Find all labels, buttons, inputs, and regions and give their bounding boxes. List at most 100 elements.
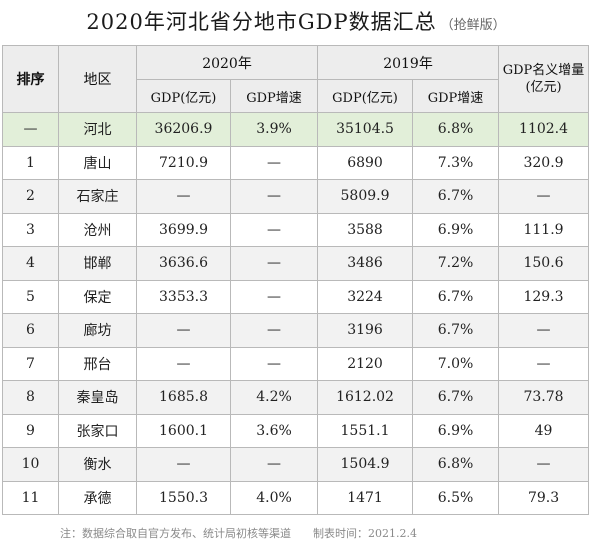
cell-growth2020: — (229, 145, 319, 180)
table-row: 9 张家口 1600.1 3.6% 1551.1 6.9% 49 (2, 413, 590, 448)
table-row: 2 石家庄 — —5809.9 6.7% — (2, 179, 590, 214)
table-row: 4 邯郸 3636.6—3486 7.2% 150.6 (2, 246, 590, 281)
cell-gdp2019: 1471 (317, 480, 414, 515)
cell-growth2020: 4.2% (229, 380, 319, 415)
cell-growth2019: 6.7% (412, 279, 500, 314)
cell-increment: — (498, 447, 590, 482)
header-row-2: GDP(亿元) GDP增速 GDP(亿元) GDP增速 (3, 79, 589, 113)
cell-gdp2019: 2120 (317, 346, 414, 381)
cell-increment: 111.9 (498, 212, 590, 247)
cell-gdp2019: 1504.9 (317, 447, 414, 482)
cell-region: 沧州 (58, 212, 137, 247)
header-year-2019: 2019年 (317, 45, 500, 80)
cell-growth2019: 7.0% (412, 346, 500, 381)
cell-rank: 3 (2, 212, 59, 247)
cell-gdp2019: 3224 (317, 279, 414, 314)
header-year-2020: 2020年 (135, 45, 319, 80)
gdp-table: 排序 地区 2020年 2019年 GDP名义增量(亿元) GDP(亿元) GD… (2, 45, 590, 515)
cell-region: 石家庄 (58, 179, 137, 214)
footer-note: 注：数据综合取自官方发布、统计局初核等渠道 制表时间：2021.2.4 (0, 522, 592, 546)
cell-gdp2020: 3636.6 (136, 246, 231, 281)
cell-growth2019: 6.7% (412, 179, 500, 214)
cell-increment: 129.3 (498, 279, 590, 314)
cell-gdp2019: 6890 (317, 145, 414, 180)
table-row: 3 沧州 3699.9—3588 6.9% 111.9 (2, 212, 590, 247)
cell-increment: 150.6 (498, 246, 590, 281)
cell-growth2020: — (229, 346, 319, 381)
cell-gdp2019: 5809.9 (317, 179, 414, 214)
cell-growth2020: 3.9% (229, 112, 319, 147)
cell-gdp2020: 3699.9 (136, 212, 231, 247)
cell-growth2019: 6.8% (412, 112, 500, 147)
header-row-1: 排序 地区 2020年 2019年 GDP名义增量(亿元) (2, 45, 590, 113)
table-row: 11 承德 1550.3 4.0% 1471 6.5% 79.3 (2, 480, 590, 515)
cell-gdp2020: — (136, 179, 231, 214)
page-title: 2020年河北省分地市GDP数据汇总 （抢鲜版） (0, 0, 592, 44)
cell-growth2019: 6.9% (412, 413, 500, 448)
cell-gdp2019: 3588 (317, 212, 414, 247)
cell-region: 河北 (58, 112, 137, 147)
cell-gdp2020: 7210.9 (136, 145, 231, 180)
cell-growth2020: — (229, 212, 319, 247)
table-row: 1 唐山 7210.9—6890 7.3% 320.9 (2, 145, 590, 180)
cell-region: 衡水 (58, 447, 137, 482)
cell-region: 秦皇岛 (58, 380, 137, 415)
cell-gdp2019: 3486 (317, 246, 414, 281)
header-region: 地区 (58, 45, 137, 113)
table-row: 7 邢台 — —2120 7.0% — (2, 346, 590, 381)
footer-source: 注：数据综合取自官方发布、统计局初核等渠道 (60, 527, 291, 540)
cell-increment: 320.9 (498, 145, 590, 180)
cell-rank: 2 (2, 179, 59, 214)
cell-increment: 73.78 (498, 380, 590, 415)
title-sub: （抢鲜版） (440, 18, 506, 33)
cell-growth2020: — (229, 313, 319, 348)
cell-gdp2020: 36206.9 (136, 112, 231, 147)
cell-growth2019: 6.9% (412, 212, 500, 247)
table-row: 5 保定 3353.3—3224 6.7% 129.3 (2, 279, 590, 314)
cell-increment: — (498, 313, 590, 348)
header-growth-2020: GDP增速 (229, 79, 319, 113)
cell-growth2020: — (229, 279, 319, 314)
cell-gdp2020: 1550.3 (136, 480, 231, 515)
cell-growth2020: — (229, 246, 319, 281)
header-nominal-increment: GDP名义增量(亿元) (498, 45, 590, 113)
cell-growth2019: 7.2% (412, 246, 500, 281)
cell-rank: 10 (2, 447, 59, 482)
cell-gdp2020: — (136, 346, 231, 381)
cell-region: 邢台 (58, 346, 137, 381)
cell-growth2020: 4.0% (229, 480, 319, 515)
cell-rank: 9 (2, 413, 59, 448)
cell-gdp2020: 1600.1 (136, 413, 231, 448)
cell-growth2019: 6.7% (412, 380, 500, 415)
cell-growth2019: 6.7% (412, 313, 500, 348)
cell-growth2020: — (229, 447, 319, 482)
header-growth-2019: GDP增速 (412, 79, 500, 113)
cell-growth2019: 6.8% (412, 447, 500, 482)
cell-gdp2019: 1551.1 (317, 413, 414, 448)
cell-increment: 49 (498, 413, 590, 448)
cell-increment: — (498, 346, 590, 381)
cell-region: 邯郸 (58, 246, 137, 281)
cell-increment: 79.3 (498, 480, 590, 515)
cell-growth2020: 3.6% (229, 413, 319, 448)
cell-gdp2020: 3353.3 (136, 279, 231, 314)
cell-rank: 1 (2, 145, 59, 180)
cell-rank: — (2, 112, 59, 147)
cell-rank: 8 (2, 380, 59, 415)
table-row: 8 秦皇岛 1685.8 4.2% 1612.02 6.7% 73.78 (2, 380, 590, 415)
cell-growth2019: 7.3% (412, 145, 500, 180)
cell-growth2020: — (229, 179, 319, 214)
cell-gdp2020: — (136, 313, 231, 348)
cell-increment: — (498, 179, 590, 214)
table-row: 6 廊坊 — —3196 6.7% — (2, 313, 590, 348)
cell-gdp2019: 1612.02 (317, 380, 414, 415)
cell-rank: 5 (2, 279, 59, 314)
header-gdp-2020: GDP(亿元) (136, 79, 231, 113)
title-main: 2020年河北省分地市GDP数据汇总 (86, 10, 437, 34)
cell-region: 承德 (58, 480, 137, 515)
cell-gdp2020: — (136, 447, 231, 482)
cell-rank: 6 (2, 313, 59, 348)
cell-region: 保定 (58, 279, 137, 314)
cell-growth2019: 6.5% (412, 480, 500, 515)
cell-gdp2019: 3196 (317, 313, 414, 348)
